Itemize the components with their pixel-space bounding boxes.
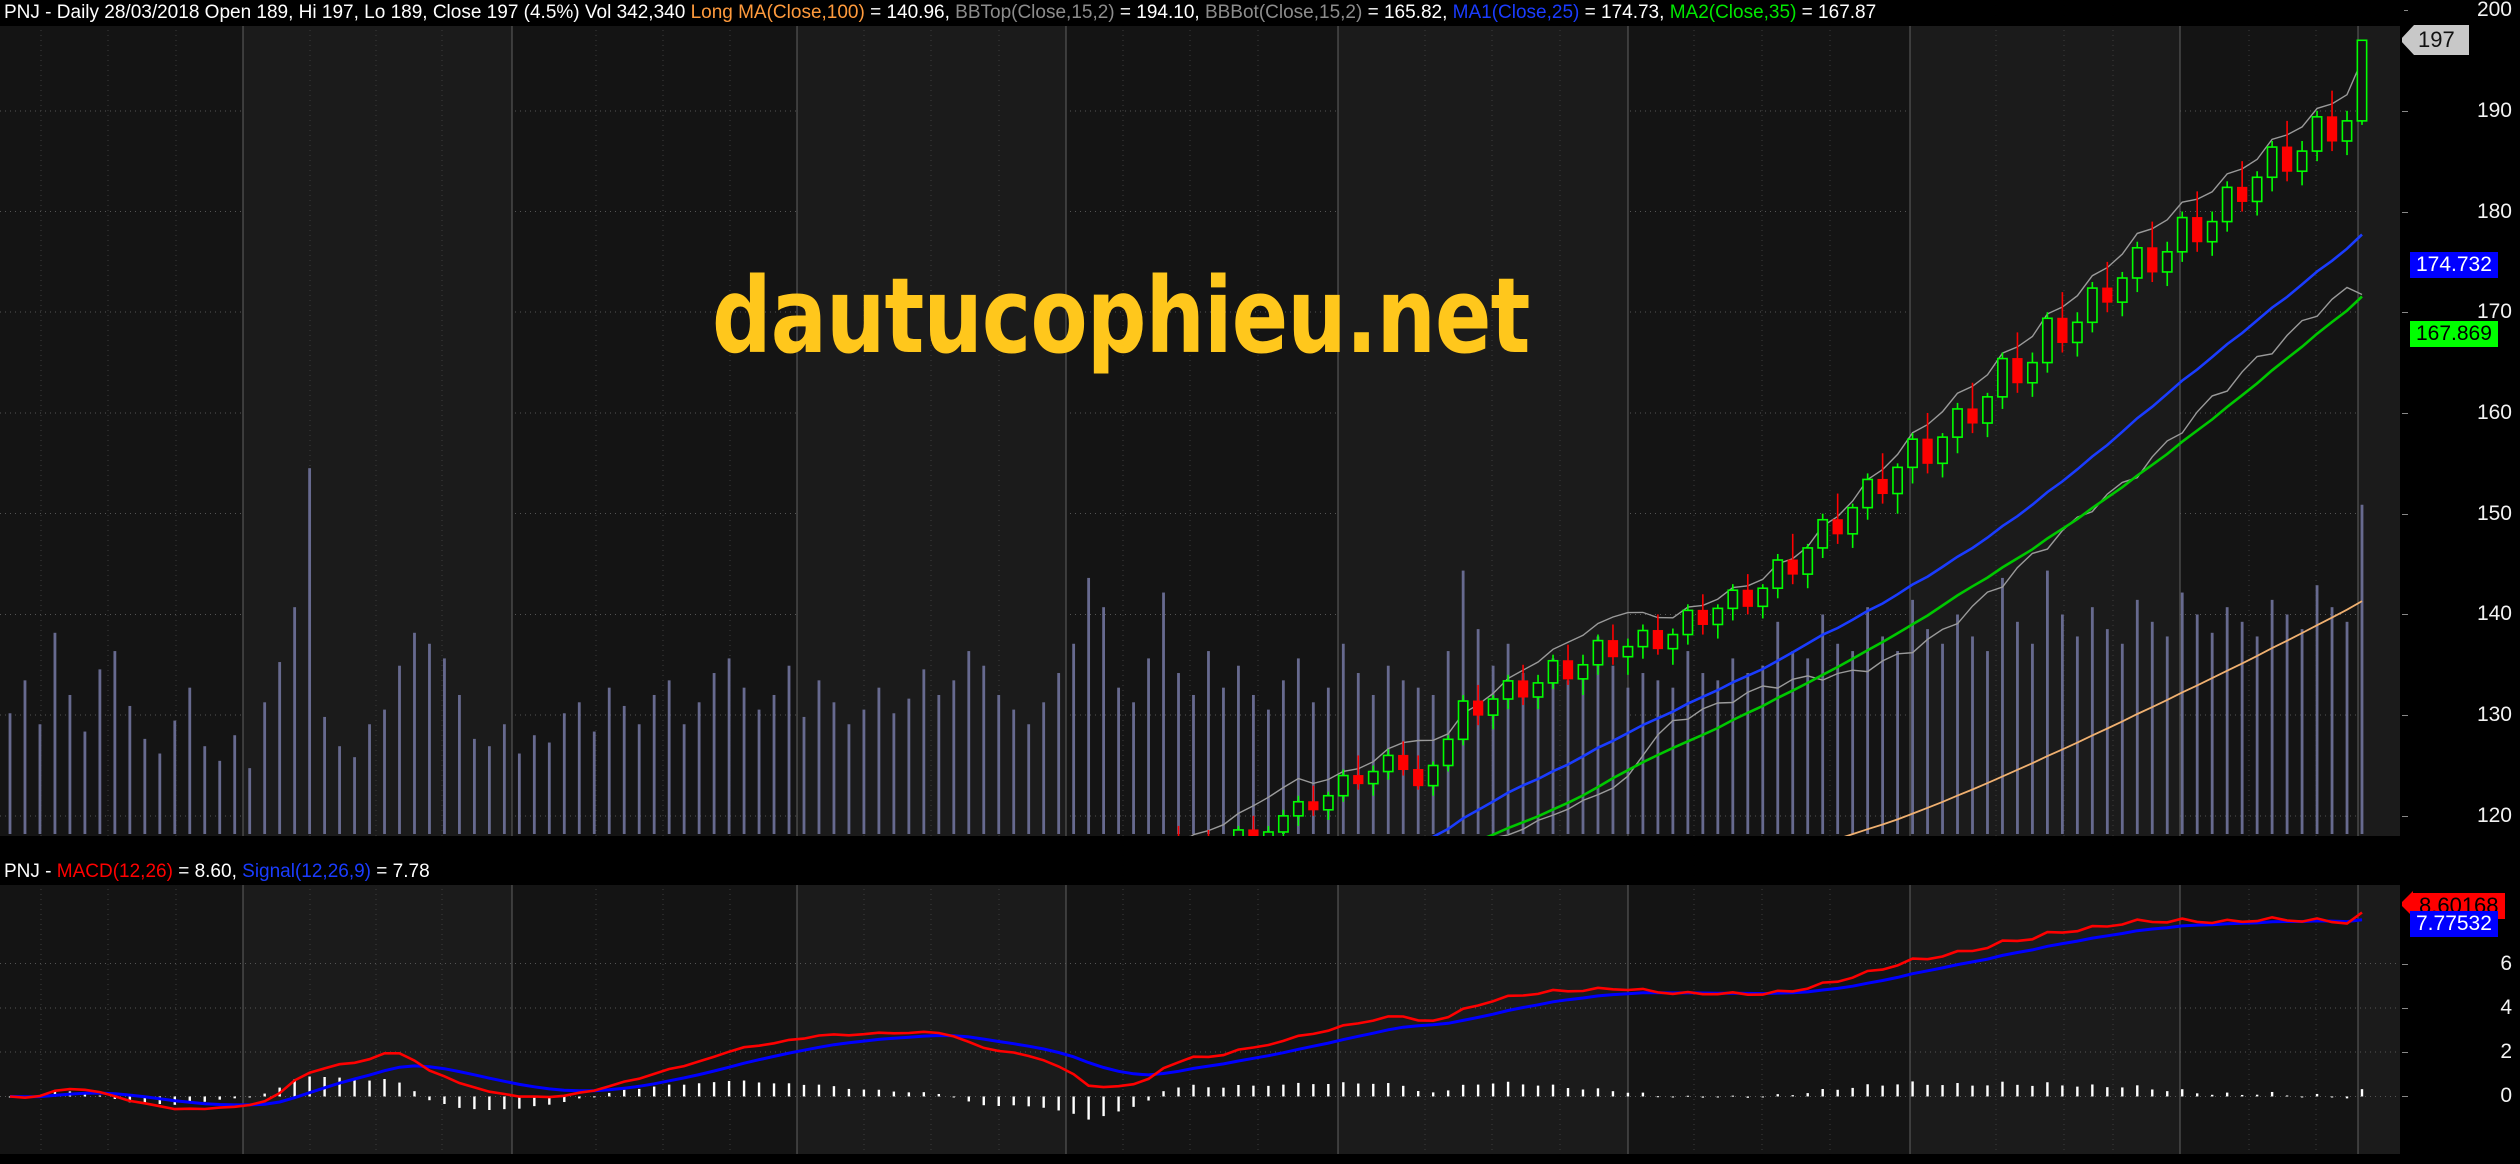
price-tick-label: 140 [2476,602,2512,626]
price-tick-label: 180 [2476,199,2512,223]
macd-panel-header: PNJ - MACD(12,26) = 8.60, Signal(12,26,9… [0,859,2404,885]
macd-tick-label: 6 [2500,951,2512,975]
price-tick-mark [2400,614,2408,616]
price-tick-label: 160 [2476,400,2512,424]
macd-tick-mark [2400,1052,2408,1054]
price-tick-mark [2400,211,2408,213]
signal-value-tag[interactable]: 7.77532 [2410,911,2498,938]
macd-value: = 8.60, [172,861,243,882]
ma2-value-tag[interactable]: 167.869 [2410,320,2498,347]
price-tick-label: 190 [2476,98,2512,122]
ma1-label: MA1(Close,25) [1452,2,1580,23]
price-tick-mark [2400,815,2408,817]
last-price-value: 197 [2414,25,2469,56]
long-ma-value: = 140.96, [864,2,956,23]
last-price-tag[interactable]: 197 [2400,25,2469,56]
tag-pointer-icon [2400,25,2414,56]
bbtop-value: = 194.10, [1114,2,1205,23]
bbbot-label: BBBot(Close,15,2) [1204,2,1363,23]
macd-tick-mark [2400,1007,2408,1009]
macd-tick-label: 4 [2500,995,2512,1019]
macd-value-axis[interactable]: 6 4 2 0 8.60168 7.77532 [2400,859,2520,1164]
macd-tag-pointer-icon [2400,891,2413,918]
price-tick-mark [2400,312,2408,314]
macd-label: MACD(12,26) [56,861,173,882]
price-tick-mark [2400,715,2408,717]
price-tick-mark [2400,513,2408,515]
price-tick-label: 130 [2476,703,2512,727]
long-ma-label: Long MA(Close,100) [690,2,865,23]
symbol-ohlc-text: PNJ - Daily 28/03/2018 Open 189, Hi 197,… [4,2,686,23]
price-tick-mark [2400,412,2408,414]
macd-tick-mark [2400,963,2408,965]
signal-label: Signal(12,26,9) [242,861,372,882]
site-watermark: dautucophieu.net [712,255,1530,377]
price-tick-label: 200 [2476,0,2512,22]
bbtop-label: BBTop(Close,15,2) [955,2,1115,23]
macd-tick-mark [2400,1096,2408,1098]
axis-separator [2400,0,2402,1164]
price-tick-label: 170 [2476,300,2512,324]
price-tick-label: 120 [2476,803,2512,827]
bbbot-value: = 165.82, [1362,2,1453,23]
ma1-value: = 174.73, [1579,2,1670,23]
macd-tick-label: 0 [2500,1084,2512,1108]
price-value-axis[interactable]: 200 190 180 170 160 150 140 130 120 197 174.732 167… [2400,0,2520,858]
macd-chart-panel[interactable] [0,884,2400,1154]
ma2-label: MA2(Close,35) [1669,2,1797,23]
ma1-value-tag[interactable]: 174.732 [2410,251,2498,278]
price-tick-label: 150 [2476,501,2512,525]
signal-value: = 7.78 [371,861,430,882]
price-chart-header: PNJ - Daily 28/03/2018 Open 189, Hi 197,… [0,0,2404,26]
price-chart-panel[interactable] [0,0,2400,836]
macd-tick-label: 2 [2500,1040,2512,1064]
macd-symbol: PNJ - [4,861,57,882]
price-tick-mark [2400,10,2408,12]
price-tick-mark [2400,110,2408,112]
ma2-value: = 167.87 [1796,2,1877,23]
